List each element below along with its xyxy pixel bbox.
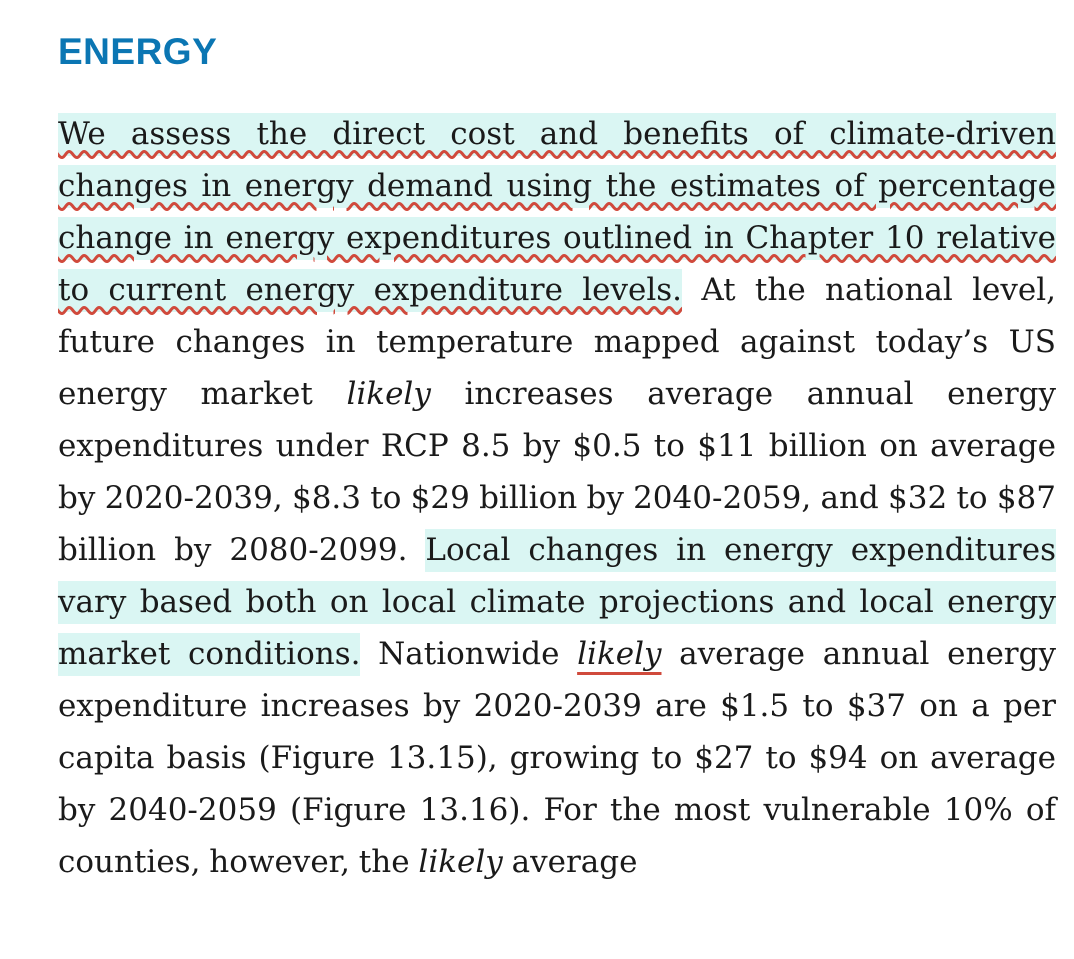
sentence-2-start: At the national level, future changes in… bbox=[58, 272, 1057, 412]
sentence-2-end: increases average annual energy expendit… bbox=[58, 376, 1056, 568]
section-heading: ENERGY bbox=[58, 31, 218, 72]
sentence-5-end: average bbox=[502, 844, 638, 880]
sentence-4-start: Nationwide bbox=[360, 636, 578, 672]
body-paragraph: We assess the direct cost and benefits o… bbox=[58, 108, 1057, 888]
likely-italic-3: likely bbox=[418, 844, 503, 880]
likely-underlined-word[interactable]: likely bbox=[577, 636, 662, 672]
document-page: ENERGY We assess the direct cost and ben… bbox=[58, 28, 1057, 888]
sentence-4-end: average annual energy expenditure increa… bbox=[58, 636, 1056, 880]
likely-italic-1: likely bbox=[346, 376, 431, 412]
